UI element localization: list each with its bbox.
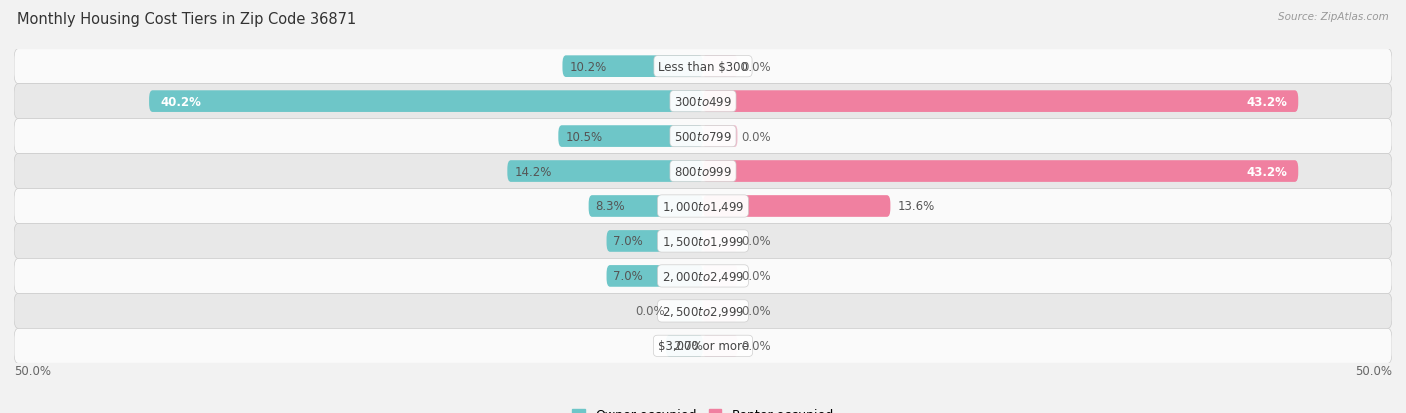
Text: Less than $300: Less than $300 <box>658 61 748 74</box>
FancyBboxPatch shape <box>562 56 703 78</box>
Text: 10.2%: 10.2% <box>569 61 606 74</box>
FancyBboxPatch shape <box>14 50 1392 84</box>
FancyBboxPatch shape <box>14 154 1392 189</box>
FancyBboxPatch shape <box>703 126 738 147</box>
Text: $800 to $999: $800 to $999 <box>673 165 733 178</box>
Text: 0.0%: 0.0% <box>741 235 772 248</box>
Text: 50.0%: 50.0% <box>14 364 51 377</box>
FancyBboxPatch shape <box>508 161 703 183</box>
Text: 8.3%: 8.3% <box>596 200 626 213</box>
FancyBboxPatch shape <box>669 300 703 322</box>
FancyBboxPatch shape <box>14 294 1392 329</box>
FancyBboxPatch shape <box>703 266 738 287</box>
Text: 0.0%: 0.0% <box>741 270 772 283</box>
Text: 10.5%: 10.5% <box>565 130 602 143</box>
FancyBboxPatch shape <box>703 335 738 357</box>
Text: $2,500 to $2,999: $2,500 to $2,999 <box>662 304 744 318</box>
Text: 40.2%: 40.2% <box>160 95 201 108</box>
Text: Source: ZipAtlas.com: Source: ZipAtlas.com <box>1278 12 1389 22</box>
Text: 50.0%: 50.0% <box>1355 364 1392 377</box>
Text: $1,500 to $1,999: $1,500 to $1,999 <box>662 235 744 248</box>
Text: 7.0%: 7.0% <box>613 235 643 248</box>
Text: 0.0%: 0.0% <box>741 61 772 74</box>
Text: $2,000 to $2,499: $2,000 to $2,499 <box>662 269 744 283</box>
Text: 43.2%: 43.2% <box>1246 165 1288 178</box>
FancyBboxPatch shape <box>14 259 1392 294</box>
FancyBboxPatch shape <box>14 189 1392 224</box>
FancyBboxPatch shape <box>589 196 703 217</box>
FancyBboxPatch shape <box>14 224 1392 259</box>
Text: 7.0%: 7.0% <box>613 270 643 283</box>
Text: Monthly Housing Cost Tiers in Zip Code 36871: Monthly Housing Cost Tiers in Zip Code 3… <box>17 12 356 27</box>
FancyBboxPatch shape <box>149 91 703 113</box>
Text: 14.2%: 14.2% <box>515 165 551 178</box>
FancyBboxPatch shape <box>703 161 1298 183</box>
FancyBboxPatch shape <box>606 230 703 252</box>
Text: 43.2%: 43.2% <box>1246 95 1288 108</box>
FancyBboxPatch shape <box>703 91 1298 113</box>
FancyBboxPatch shape <box>703 56 738 78</box>
Legend: Owner-occupied, Renter-occupied: Owner-occupied, Renter-occupied <box>568 404 838 413</box>
Text: 0.0%: 0.0% <box>634 305 665 318</box>
FancyBboxPatch shape <box>558 126 703 147</box>
Text: 13.6%: 13.6% <box>897 200 935 213</box>
FancyBboxPatch shape <box>703 230 738 252</box>
Text: $1,000 to $1,499: $1,000 to $1,499 <box>662 199 744 214</box>
Text: 0.0%: 0.0% <box>741 130 772 143</box>
FancyBboxPatch shape <box>606 266 703 287</box>
FancyBboxPatch shape <box>14 329 1392 363</box>
FancyBboxPatch shape <box>703 196 890 217</box>
Text: 0.0%: 0.0% <box>741 339 772 352</box>
FancyBboxPatch shape <box>14 84 1392 119</box>
FancyBboxPatch shape <box>666 335 703 357</box>
FancyBboxPatch shape <box>703 300 738 322</box>
Text: $3,000 or more: $3,000 or more <box>658 339 748 352</box>
Text: $300 to $499: $300 to $499 <box>673 95 733 108</box>
Text: $500 to $799: $500 to $799 <box>673 130 733 143</box>
Text: 0.0%: 0.0% <box>741 305 772 318</box>
FancyBboxPatch shape <box>14 119 1392 154</box>
Text: 2.7%: 2.7% <box>672 339 703 352</box>
